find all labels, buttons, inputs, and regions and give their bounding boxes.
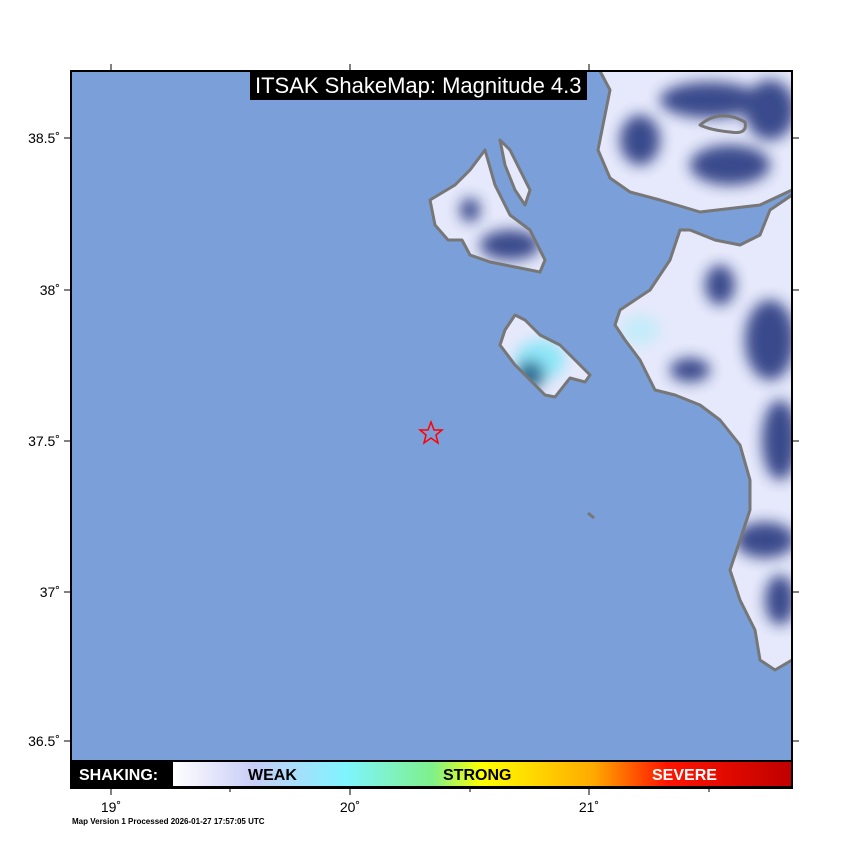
- map-version-footer: Map Version 1 Processed 2026-01-27 17:57…: [72, 817, 265, 826]
- intensity-color-scale: [173, 762, 791, 786]
- lat-tick-37: 37˚: [40, 584, 60, 600]
- intensity-legend: SHAKING: WEAK STRONG SEVERE: [71, 760, 792, 788]
- map-title: ITSAK ShakeMap: Magnitude 4.3: [250, 72, 587, 100]
- lon-tick-19: 19˚: [101, 799, 121, 815]
- lat-tick-38-5: 38.5˚: [28, 130, 60, 146]
- legend-severe: SEVERE: [652, 767, 717, 784]
- legend-strong: STRONG: [443, 767, 511, 784]
- epicenter-star-icon: [417, 419, 445, 445]
- coastline: [428, 71, 792, 672]
- legend-heading: SHAKING:: [79, 767, 158, 784]
- legend-weak: WEAK: [248, 767, 297, 784]
- lat-tick-37-5: 37.5˚: [28, 433, 60, 449]
- lat-tick-38: 38˚: [40, 282, 60, 298]
- lon-tick-21: 21˚: [579, 799, 599, 815]
- map-area: [71, 71, 792, 760]
- ticks: [64, 64, 799, 795]
- lat-tick-36-5: 36.5˚: [28, 733, 60, 749]
- lon-tick-20: 20˚: [340, 799, 360, 815]
